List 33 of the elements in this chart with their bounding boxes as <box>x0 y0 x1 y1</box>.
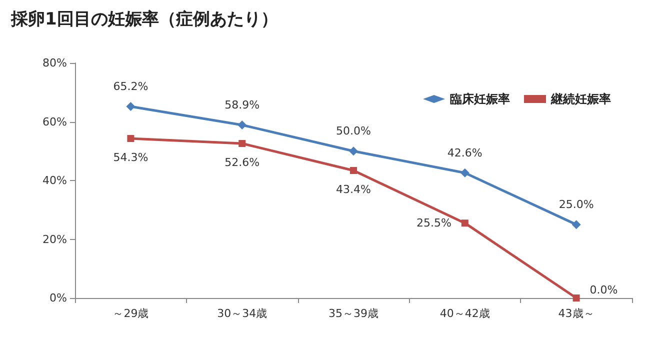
point <box>350 167 357 174</box>
point <box>349 146 358 156</box>
legend-label: 臨床妊娠率 <box>450 92 510 106</box>
y-tick-label: 20% <box>42 232 67 246</box>
x-tick-label: 35～39歳 <box>328 307 378 320</box>
data-label: 0.0% <box>590 284 618 296</box>
point <box>461 220 468 227</box>
point <box>238 140 246 147</box>
data-label: 43.4% <box>336 183 371 196</box>
point <box>460 168 470 178</box>
data-label: 25.0% <box>558 198 594 212</box>
point <box>238 120 247 130</box>
data-label: 50.0% <box>336 124 371 138</box>
y-tick-label: 80% <box>42 56 67 70</box>
chart-title: 採卵1回目の妊娠率（症例あたり） <box>10 10 278 30</box>
x-tick-label: 43歳～ <box>558 307 594 320</box>
data-label: 25.5% <box>416 216 452 230</box>
point <box>572 220 581 230</box>
data-label: 65.2% <box>113 80 148 93</box>
y-tick-label: 60% <box>42 115 67 128</box>
x-tick-label: 30～34歳 <box>217 307 268 320</box>
x-tick-label: 40～42歳 <box>440 307 490 320</box>
point <box>127 134 134 142</box>
point <box>126 102 136 111</box>
x-tick-label: ～29歳 <box>112 307 149 320</box>
y-tick-label: 0% <box>50 292 67 304</box>
data-label: 54.3% <box>113 150 148 164</box>
legend-label: 継続妊娠率 <box>550 92 611 106</box>
data-label: 58.9% <box>224 98 260 112</box>
data-label: 52.6% <box>224 156 260 169</box>
point <box>572 294 580 302</box>
data-label: 42.6% <box>447 146 482 160</box>
y-tick-label: 40% <box>42 174 67 187</box>
